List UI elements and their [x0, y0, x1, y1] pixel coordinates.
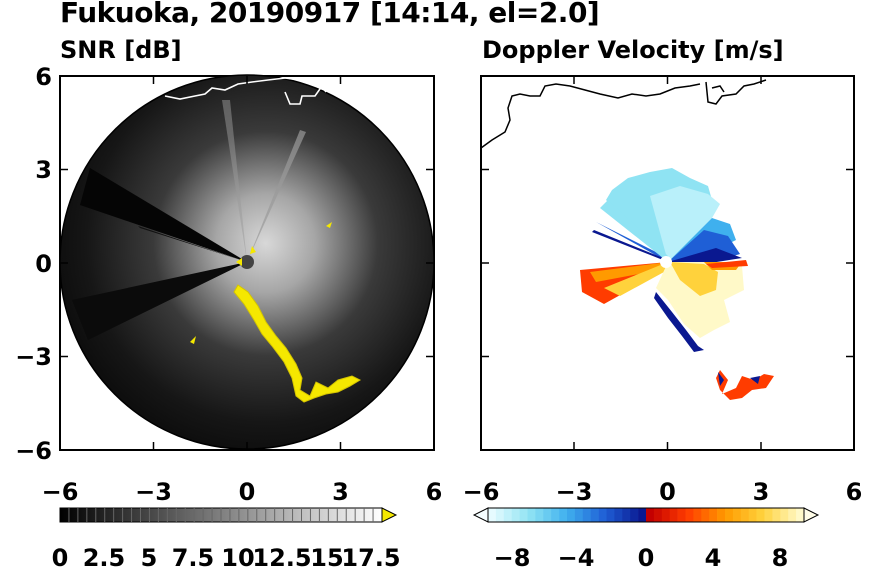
doppler-colorbar-cell [756, 508, 765, 522]
doppler-colorbar-cell [622, 508, 631, 522]
doppler-colorbar-cell [772, 508, 781, 522]
doppler-colorbar-cell [551, 508, 560, 522]
snr-y-tick-label: 6 [35, 63, 52, 91]
doppler-colorbar-cell [685, 508, 694, 522]
snr-y-tick-label: −3 [15, 343, 52, 371]
doppler-colorbar-cell [717, 508, 726, 522]
snr-colorbar-label: 0 [52, 544, 69, 570]
doppler-x-tick-label: 0 [659, 478, 676, 506]
snr-x-tick-label: 0 [239, 478, 256, 506]
doppler-colorbar-cell [495, 508, 505, 522]
axis-ticks [59, 76, 855, 450]
snr-radar-disc [59, 74, 435, 450]
doppler-colorbar-cell [582, 508, 591, 522]
snr-y-tick-label: 0 [35, 250, 52, 278]
doppler-colorbar-cell [677, 508, 686, 522]
snr-strong-echo [190, 222, 362, 403]
doppler-colorbar-cell [788, 508, 797, 522]
doppler-colorbar-cell [606, 508, 615, 522]
doppler-colorbar-cell [511, 508, 520, 522]
snr-colorbar-label: 12.5 [252, 544, 311, 570]
doppler-x-tick-label: −3 [556, 478, 593, 506]
snr-colorbar-label: 5 [141, 544, 158, 570]
doppler-colorbar-cell [693, 508, 702, 522]
doppler-colorbar-cell [519, 508, 528, 522]
doppler-x-tick-label: 6 [846, 478, 863, 506]
doppler-colorbar-label: 8 [772, 544, 789, 570]
doppler-panel: Doppler Velocity [m/s] [480, 36, 855, 451]
doppler-colorbar-cell [780, 508, 789, 522]
doppler-colorbar-cell [764, 508, 773, 522]
snr-colorbar [59, 507, 398, 523]
doppler-colorbar-cell [796, 508, 805, 522]
snr-y-tick-labels: 6 3 0 −3 −6 [15, 63, 52, 465]
doppler-colorbar-cell [709, 508, 718, 522]
snr-colorbar-label: 7.5 [172, 544, 215, 570]
doppler-colorbar-extend-min [472, 507, 489, 523]
doppler-colorbar-cell [638, 508, 647, 522]
snr-colorbar-label: 15 [310, 544, 343, 570]
figure-title: Fukuoka, 20190917 [14:14, el=2.0] [60, 0, 600, 29]
snr-panel-title: SNR [dB] [60, 36, 182, 64]
snr-colorbar-label: 10 [221, 544, 254, 570]
doppler-field [580, 168, 774, 400]
snr-colorbar-labels: 0 2.5 5 7.5 10 12.5 15 17.5 [52, 544, 401, 570]
doppler-colorbar-cell [574, 508, 584, 522]
doppler-colorbar-cell [590, 508, 599, 522]
doppler-colorbar-cell [646, 508, 655, 522]
doppler-colorbar-cell [559, 508, 568, 522]
snr-colorbar-label: 17.5 [341, 544, 400, 570]
snr-x-tick-label: −3 [135, 478, 172, 506]
snr-panel: SNR [dB] [59, 36, 435, 451]
doppler-colorbar-labels: −8 −4 0 4 8 [494, 544, 789, 570]
doppler-colorbar-cell [669, 508, 678, 522]
snr-x-tick-label: 3 [332, 478, 349, 506]
snr-coastline [164, 77, 329, 105]
doppler-coastline [480, 79, 767, 149]
doppler-colorbar-cell [488, 508, 497, 522]
doppler-colorbar [472, 507, 820, 523]
snr-y-tick-label: −6 [15, 437, 52, 465]
doppler-colorbar-cell [614, 508, 623, 522]
doppler-colorbar-cell [598, 508, 607, 522]
doppler-x-tick-labels: −6 −3 0 3 6 [463, 478, 863, 506]
doppler-colorbar-extend-max [803, 507, 820, 523]
doppler-colorbar-cell [748, 508, 757, 522]
doppler-colorbar-label: −8 [494, 544, 531, 570]
doppler-colorbar-label: 4 [705, 544, 722, 570]
doppler-colorbar-cell [543, 508, 552, 522]
snr-x-tick-labels: −6 −3 0 3 6 [42, 478, 443, 506]
doppler-x-tick-label: −6 [463, 478, 500, 506]
doppler-colorbar-cell [740, 508, 749, 522]
doppler-colorbar-cell [527, 508, 536, 522]
doppler-colorbar-cell [725, 508, 734, 522]
snr-x-tick-label: 6 [426, 478, 443, 506]
doppler-colorbar-label: −4 [558, 544, 595, 570]
doppler-colorbar-cell [535, 508, 544, 522]
doppler-colorbar-cell [701, 508, 710, 522]
doppler-colorbar-cell [567, 508, 576, 522]
doppler-colorbar-cell [653, 508, 663, 522]
snr-x-tick-label: −6 [42, 478, 79, 506]
doppler-colorbar-cell [661, 508, 670, 522]
doppler-colorbar-label: 0 [638, 544, 655, 570]
doppler-x-tick-label: 3 [753, 478, 770, 506]
doppler-panel-title: Doppler Velocity [m/s] [482, 36, 784, 64]
snr-y-tick-label: 3 [35, 156, 52, 184]
doppler-colorbar-cell [630, 508, 639, 522]
snr-colorbar-extend-max [381, 507, 398, 523]
doppler-colorbar-cell [732, 508, 742, 522]
snr-colorbar-label: 2.5 [83, 544, 126, 570]
doppler-colorbar-cell [503, 508, 512, 522]
